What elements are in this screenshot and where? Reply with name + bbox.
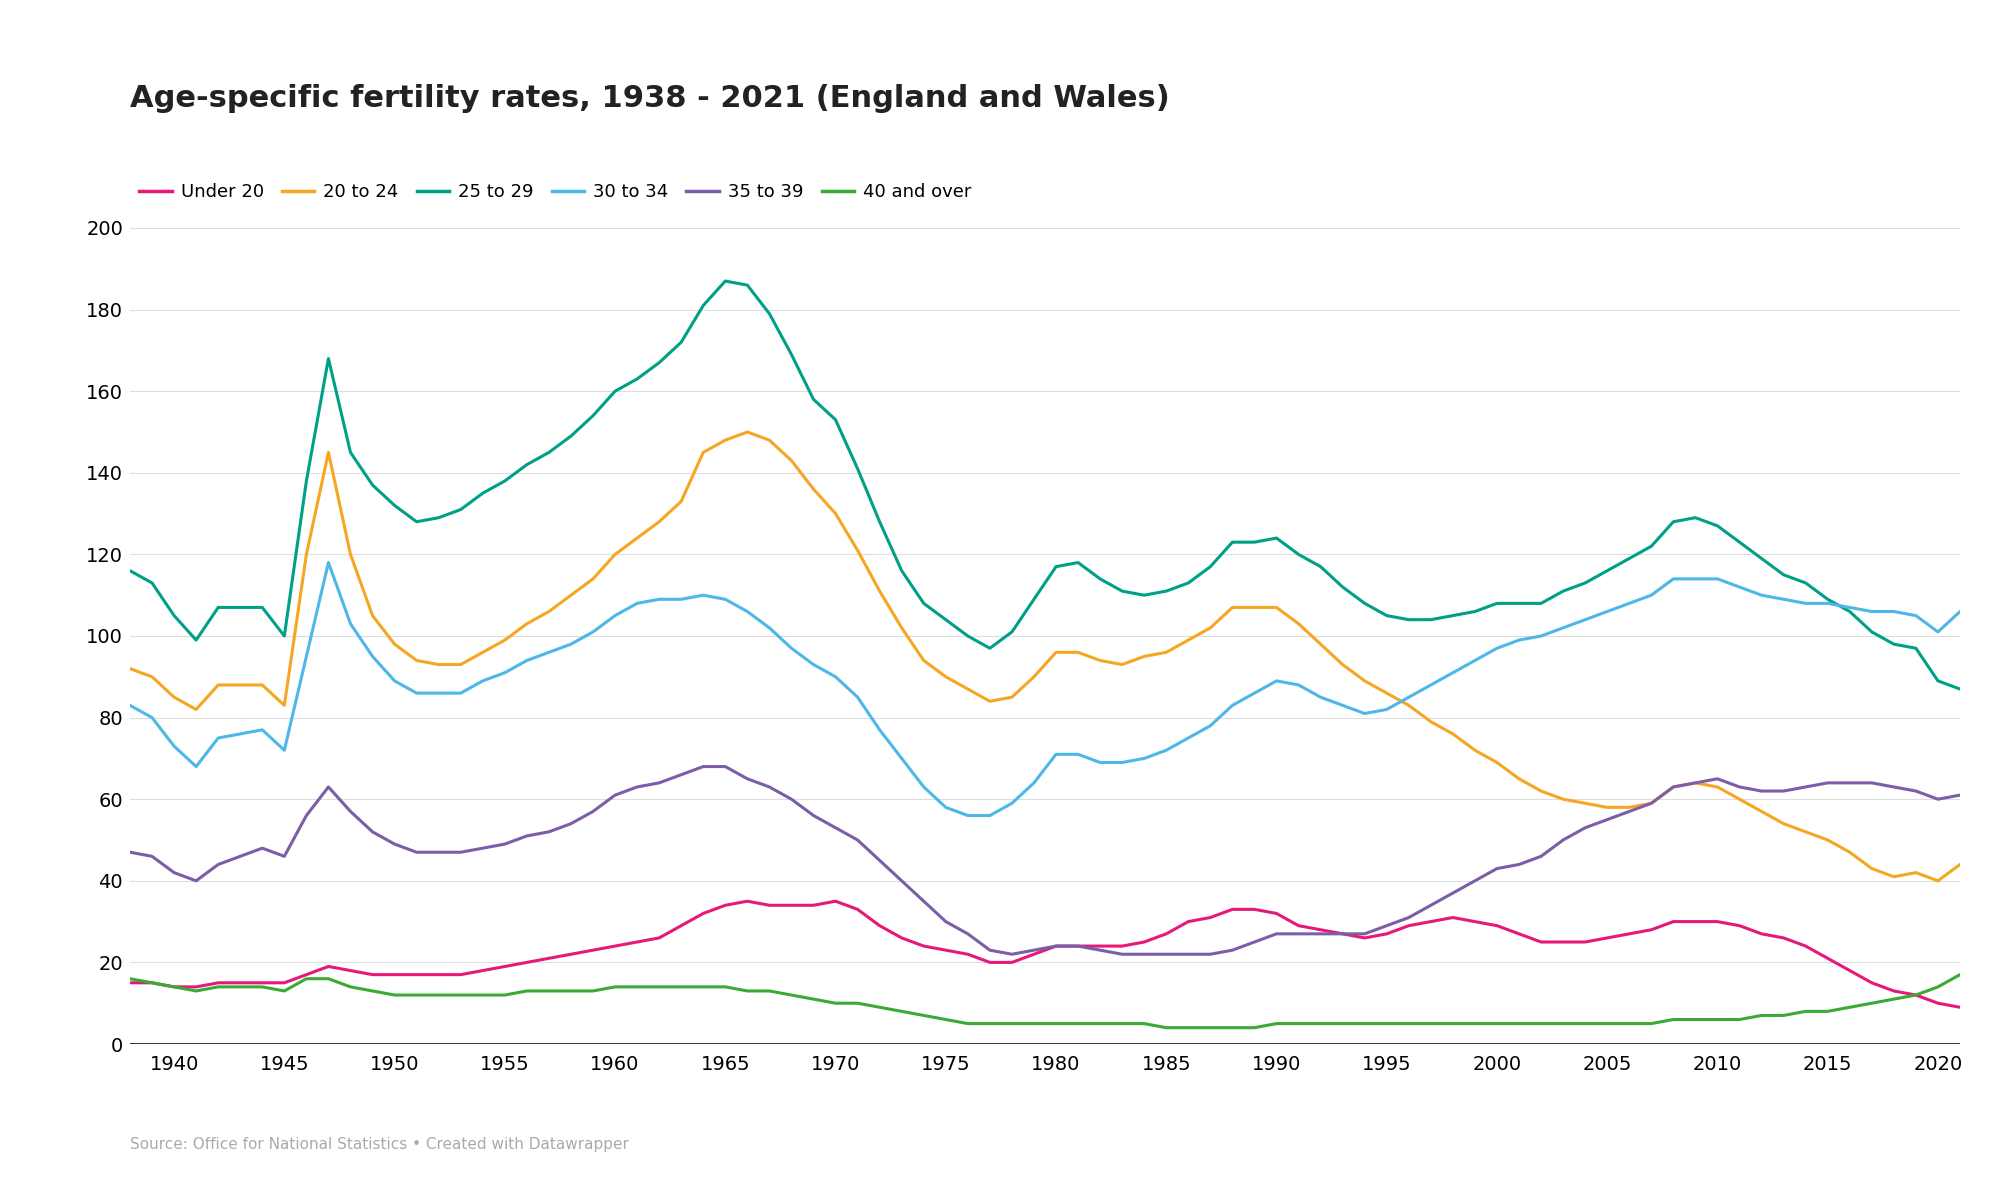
35 to 39 (118, 845, 142, 859)
20 to 24 (1926, 874, 1950, 888)
20 to 24 (1618, 800, 1642, 815)
25 to 29 (140, 576, 164, 590)
40 and over (1948, 967, 1972, 982)
Under 20 (1530, 935, 1554, 949)
Line: 25 to 29: 25 to 29 (130, 281, 1960, 689)
30 to 34 (1066, 748, 1090, 762)
35 to 39 (1000, 947, 1024, 961)
35 to 39 (1552, 833, 1576, 847)
Under 20 (956, 947, 980, 961)
30 to 34 (1640, 588, 1664, 602)
40 and over (228, 979, 252, 994)
25 to 29 (1618, 551, 1642, 565)
20 to 24 (228, 678, 252, 692)
35 to 39 (1066, 938, 1090, 953)
40 and over (1022, 1016, 1046, 1031)
35 to 39 (1948, 788, 1972, 803)
30 to 34 (118, 698, 142, 713)
Under 20 (1618, 926, 1642, 941)
Legend: Under 20, 20 to 24, 25 to 29, 30 to 34, 35 to 39, 40 and over: Under 20, 20 to 24, 25 to 29, 30 to 34, … (140, 184, 972, 202)
Line: 35 to 39: 35 to 39 (130, 767, 1960, 954)
40 and over (1530, 1016, 1554, 1031)
Under 20 (228, 976, 252, 990)
25 to 29 (1530, 596, 1554, 611)
Under 20 (1044, 938, 1068, 953)
25 to 29 (1948, 682, 1972, 696)
25 to 29 (1044, 559, 1068, 574)
30 to 34 (1552, 620, 1576, 635)
Under 20 (1948, 1000, 1972, 1014)
35 to 39 (692, 760, 716, 774)
35 to 39 (1640, 796, 1664, 810)
40 and over (934, 1013, 958, 1027)
Line: Under 20: Under 20 (130, 901, 1960, 1007)
30 to 34 (316, 556, 340, 570)
30 to 34 (228, 727, 252, 742)
30 to 34 (978, 809, 1002, 823)
30 to 34 (956, 809, 980, 823)
35 to 39 (956, 926, 980, 941)
Under 20 (736, 894, 760, 908)
25 to 29 (228, 600, 252, 614)
30 to 34 (1948, 605, 1972, 619)
20 to 24 (118, 661, 142, 676)
20 to 24 (1530, 784, 1554, 798)
Line: 20 to 24: 20 to 24 (130, 432, 1960, 881)
20 to 24 (1044, 646, 1068, 660)
25 to 29 (118, 564, 142, 578)
30 to 34 (140, 710, 164, 725)
Text: Age-specific fertility rates, 1938 - 2021 (England and Wales): Age-specific fertility rates, 1938 - 202… (130, 84, 1170, 113)
Under 20 (140, 976, 164, 990)
Under 20 (118, 976, 142, 990)
Text: Source: Office for National Statistics • Created with Datawrapper: Source: Office for National Statistics •… (130, 1138, 628, 1152)
35 to 39 (140, 850, 164, 864)
35 to 39 (228, 850, 252, 864)
40 and over (140, 976, 164, 990)
Line: 40 and over: 40 and over (130, 974, 1960, 1027)
Line: 30 to 34: 30 to 34 (130, 563, 1960, 816)
40 and over (1618, 1016, 1642, 1031)
20 to 24 (956, 682, 980, 696)
20 to 24 (736, 425, 760, 439)
25 to 29 (714, 274, 738, 288)
20 to 24 (1948, 857, 1972, 871)
20 to 24 (140, 670, 164, 684)
25 to 29 (956, 629, 980, 643)
40 and over (118, 972, 142, 986)
40 and over (1154, 1020, 1178, 1034)
